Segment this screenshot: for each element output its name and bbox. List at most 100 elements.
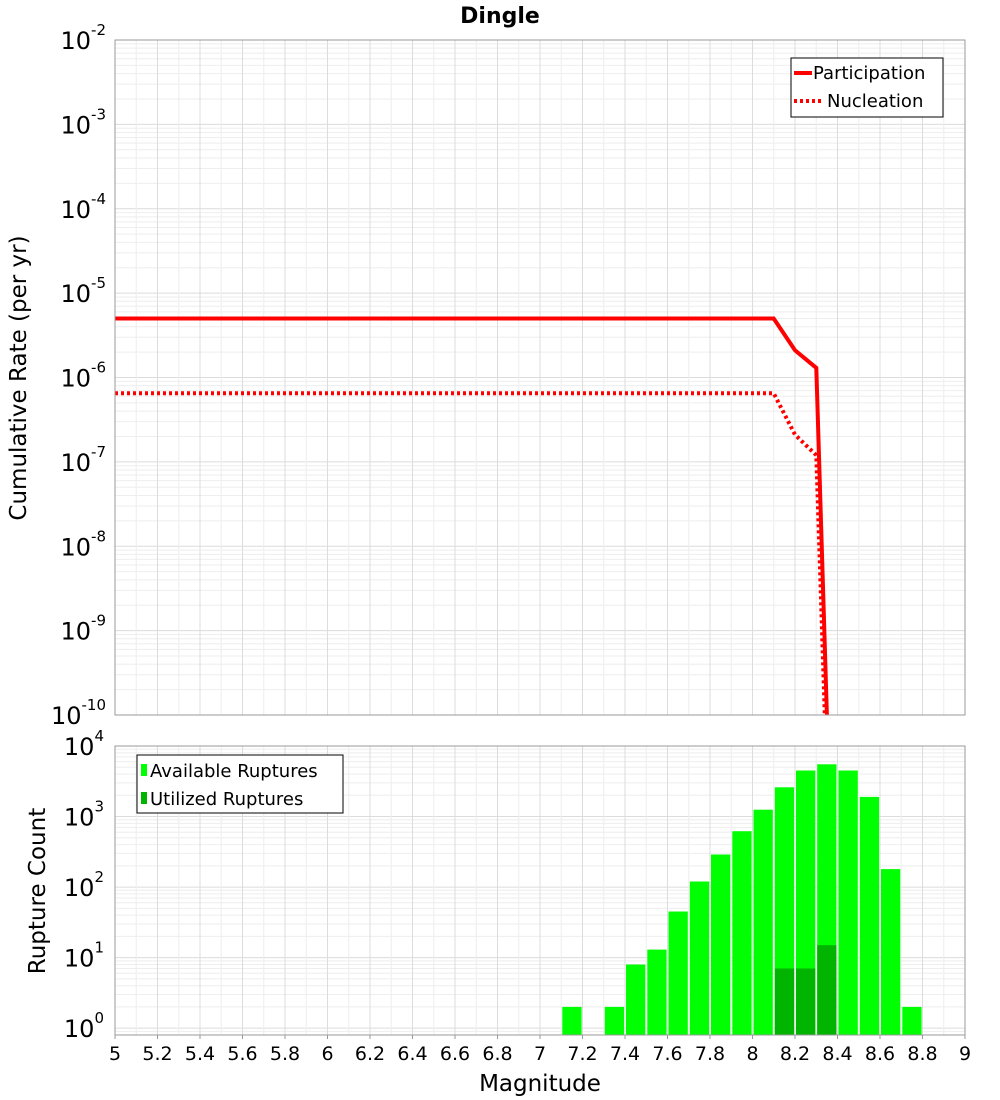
available-rupture-bar — [881, 869, 901, 1035]
rate-y-tick-base: 10 — [60, 27, 91, 55]
count-legend: Available Ruptures Utilized Ruptures — [136, 754, 344, 814]
rate-legend-box — [790, 57, 944, 118]
count-legend-box — [136, 754, 344, 814]
rate-y-tick-label: 10-3 — [60, 105, 106, 139]
available-rupture-bar — [902, 1006, 922, 1035]
available-rupture-bar — [689, 881, 710, 1035]
rate-y-tick-base: 10 — [60, 111, 91, 139]
rate-y-tick-label: 10-10 — [51, 696, 106, 730]
rate-y-tick-label: 10-6 — [60, 359, 106, 393]
count-x-ticks: 5 5.2 5.4 5.6 5.8 6 6.2 6.4 6.6 6.8 7 7.2 7.4 7.6 7.8 8… — [109, 1035, 971, 1065]
x-tick-label: 5 — [109, 1043, 121, 1065]
count-y-tick-exp: 1 — [94, 939, 104, 957]
x-tick-label: 8 — [746, 1043, 758, 1065]
x-tick-label: 8.6 — [865, 1043, 895, 1065]
available-rupture-bar — [732, 831, 752, 1035]
rate-y-tick-label: 10-4 — [60, 190, 106, 224]
rate-plot-frame — [114, 39, 966, 716]
rate-y-tick-exp: -3 — [91, 105, 106, 123]
rate-y-tick-label: 10-2 — [60, 21, 106, 55]
rate-y-tick-label: 10-9 — [60, 612, 106, 646]
available-rupture-bar — [838, 770, 858, 1035]
count-y-tick-label: 101 — [64, 939, 104, 973]
rate-y-tick-label: 10-8 — [60, 527, 106, 561]
utilized-rupture-bar — [774, 968, 795, 1035]
count-y-tick-label: 103 — [64, 798, 104, 832]
x-tick-label: 6 — [321, 1043, 333, 1065]
rate-y-tick-base: 10 — [60, 449, 91, 477]
utilized-rupture-bar — [796, 968, 816, 1035]
x-tick-label: 7.2 — [567, 1043, 597, 1065]
x-tick-label: 5.6 — [227, 1043, 257, 1065]
participation-legend-label: Participation — [813, 63, 925, 84]
rate-y-axis-label: Cumulative Rate (per yr) — [6, 235, 32, 520]
x-tick-label: 6.8 — [482, 1043, 512, 1065]
x-tick-label: 5.2 — [142, 1043, 172, 1065]
rate-y-tick-base: 10 — [60, 365, 91, 393]
count-y-tick-base: 10 — [64, 945, 95, 973]
rate-y-tick-base: 10 — [51, 702, 82, 730]
count-y-tick-exp: 3 — [94, 798, 104, 816]
x-tick-label: 8.8 — [907, 1043, 937, 1065]
x-tick-label: 7 — [534, 1043, 546, 1065]
rate-y-tick-exp: -6 — [91, 359, 106, 377]
x-tick-label: 9 — [959, 1043, 971, 1065]
count-bars — [562, 764, 922, 1035]
rate-legend: Participation Nucleation — [790, 57, 944, 118]
utilized-rupture-bar — [817, 945, 837, 1035]
x-tick-label: 7.6 — [652, 1043, 682, 1065]
rate-grid — [114, 40, 966, 716]
available-rupture-bar — [859, 796, 880, 1035]
rate-y-tick-exp: -8 — [91, 527, 106, 545]
available-rupture-bar — [626, 964, 646, 1035]
nucleation-line — [115, 391, 827, 716]
x-tick-label: 8.2 — [780, 1043, 810, 1065]
x-tick-label: 6.4 — [397, 1043, 427, 1065]
count-y-tick-base: 10 — [64, 804, 95, 832]
rate-y-tick-exp: -5 — [91, 274, 106, 292]
x-axis-label: Magnitude — [479, 1071, 601, 1097]
x-tick-label: 6.2 — [355, 1043, 385, 1065]
chart-title: Dingle — [460, 4, 540, 29]
rate-y-tick-exp: -9 — [91, 612, 106, 630]
rate-y-tick-label: 10-5 — [60, 274, 106, 308]
count-y-tick-base: 10 — [64, 874, 95, 902]
x-tick-label: 7.4 — [610, 1043, 640, 1065]
available-rupture-bar — [604, 1006, 625, 1035]
rate-y-tick-base: 10 — [60, 533, 91, 561]
utilized-legend-swatch — [141, 792, 147, 804]
x-tick-label: 6.6 — [440, 1043, 470, 1065]
rate-y-tick-exp: -4 — [91, 190, 106, 208]
count-y-tick-base: 10 — [64, 1015, 95, 1043]
count-y-tick-label: 102 — [64, 868, 104, 902]
rate-lines — [115, 316, 829, 716]
available-rupture-bar — [753, 809, 773, 1035]
x-tick-label: 5.8 — [270, 1043, 300, 1065]
x-tick-label: 5.4 — [185, 1043, 215, 1065]
available-rupture-bar — [562, 1006, 582, 1035]
x-tick-label: 8.4 — [822, 1043, 852, 1065]
available-legend-label: Available Ruptures — [150, 761, 318, 782]
count-y-tick-exp: 4 — [94, 727, 104, 745]
rate-panel: 10-210-310-410-510-610-710-810-910-10 Di… — [6, 4, 966, 730]
count-y-tick-exp: 2 — [94, 868, 104, 886]
available-legend-swatch — [141, 764, 147, 776]
count-y-tick-base: 10 — [64, 733, 95, 761]
rate-y-tick-base: 10 — [60, 280, 91, 308]
rate-y-tick-label: 10-7 — [60, 443, 106, 477]
rate-y-tick-exp: -2 — [91, 21, 106, 39]
rate-y-tick-base: 10 — [60, 196, 91, 224]
rate-y-tick-exp: -7 — [91, 443, 106, 461]
rate-y-tick-exp: -10 — [82, 696, 107, 714]
rate-y-tick-base: 10 — [60, 618, 91, 646]
x-tick-label: 7.8 — [695, 1043, 725, 1065]
available-rupture-bar — [647, 949, 667, 1035]
rate-y-ticks: 10-210-310-410-510-610-710-810-910-10 — [51, 21, 106, 730]
available-rupture-bar — [668, 911, 688, 1035]
count-y-tick-exp: 0 — [94, 1009, 104, 1027]
participation-line — [115, 316, 829, 716]
available-rupture-bar — [711, 854, 731, 1035]
